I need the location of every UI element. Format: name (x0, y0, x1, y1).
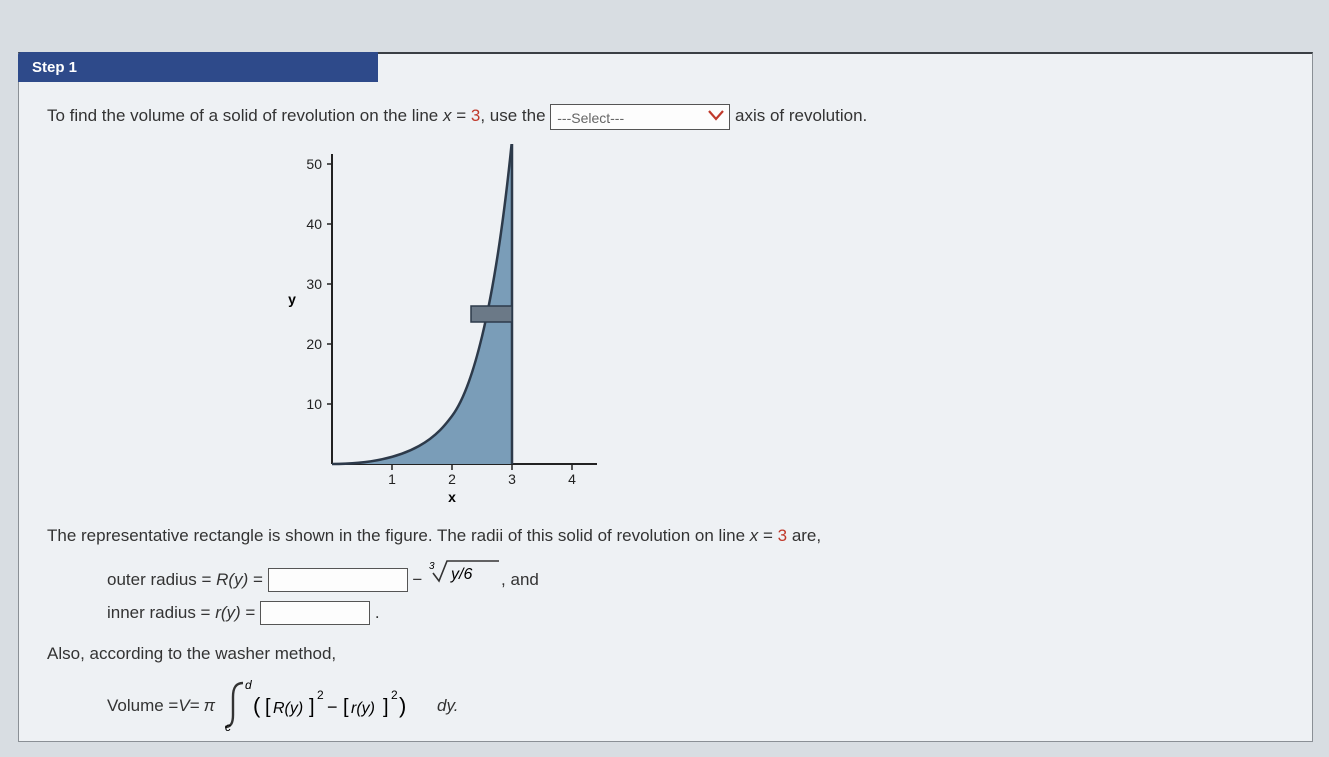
intro-mid: , use the (480, 106, 550, 125)
svg-text:2: 2 (317, 688, 324, 702)
svg-text:−: − (327, 697, 338, 717)
ytick-10: 10 (306, 396, 322, 412)
inner-label: inner radius = (107, 603, 215, 622)
para3-text: Also, according to the washer method, (47, 644, 336, 663)
graph: 10 20 30 40 50 1 2 3 (257, 144, 627, 504)
outer-radius-input[interactable] (268, 568, 408, 592)
intro-eq: = (451, 106, 470, 125)
para2-b: are, (787, 526, 821, 545)
outer-label: outer radius = (107, 570, 216, 589)
inner-ry: r(y) (215, 603, 240, 622)
outer-after: − (412, 570, 427, 589)
step-label: Step 1 (32, 59, 77, 76)
outer-eq: = (253, 570, 268, 589)
shaded-region (332, 144, 512, 464)
inner-radius-line: inner radius = r(y) = . (107, 599, 1284, 626)
int-upper: d (245, 678, 252, 692)
inner-eq: = (245, 603, 260, 622)
f-Ry: R(y) (273, 700, 303, 717)
para2-eq: = (758, 526, 777, 545)
intro-xval: 3 (471, 106, 480, 125)
f-lead: Volume = (107, 692, 178, 719)
para2-xvar: x (750, 526, 759, 545)
inner-radius-input[interactable] (260, 601, 370, 625)
select-placeholder: ---Select--- (557, 110, 624, 126)
radii-paragraph: The representative rectangle is shown in… (47, 522, 1284, 549)
svg-text:3: 3 (429, 561, 435, 572)
svg-text:): ) (399, 693, 406, 718)
intro-suffix: axis of revolution. (735, 106, 867, 125)
axis-select[interactable]: ---Select--- (550, 104, 730, 130)
volume-formula: Volume = V = π d c ( [ R(y) ] 2 − [ r(y)… (107, 677, 1284, 733)
step-panel: To find the volume of a solid of revolut… (18, 52, 1313, 742)
svg-text:[: [ (265, 696, 271, 718)
step-tab: Step 1 (18, 52, 378, 82)
xtick-1: 1 (388, 471, 396, 487)
xtick-2: 3 (508, 471, 516, 487)
outer-Ry: R(y) (216, 570, 248, 589)
int-lower: c (225, 720, 231, 733)
svg-text:[: [ (343, 696, 349, 718)
outer-radius-line: outer radius = R(y) = − 3 y/6 , and (107, 559, 1284, 593)
sqrt-inner: y/6 (450, 566, 472, 583)
ytick-30: 30 (306, 276, 322, 292)
y-axis-label: y (288, 291, 296, 307)
intro-prefix: To find the volume of a solid of revolut… (47, 106, 443, 125)
f-eq: = (190, 692, 200, 719)
chevron-down-icon (707, 107, 725, 123)
inner-after: . (375, 603, 380, 622)
washer-para: Also, according to the washer method, (47, 640, 1284, 667)
rep-rectangle (471, 306, 512, 322)
para2-xval: 3 (778, 526, 787, 545)
ytick-50: 50 (306, 156, 322, 172)
svg-text:]: ] (309, 696, 315, 718)
f-dy: dy. (437, 692, 458, 719)
ytick-20: 20 (306, 336, 322, 352)
svg-text:(: ( (253, 693, 261, 718)
content-area: To find the volume of a solid of revolut… (19, 54, 1312, 753)
svg-text:]: ] (383, 696, 389, 718)
intro-line: To find the volume of a solid of revolut… (47, 102, 1284, 130)
ytick-40: 40 (306, 216, 322, 232)
outer-after2: , and (501, 570, 539, 589)
cbrt-expr: 3 y/6 (427, 559, 501, 585)
xtick-4: 4 (568, 471, 576, 487)
para2-a: The representative rectangle is shown in… (47, 526, 750, 545)
integral-expr: d c ( [ R(y) ] 2 − [ r(y) ] 2 ) (223, 677, 433, 733)
f-pi: π (204, 692, 215, 719)
f-V: V (178, 692, 189, 719)
f-ry: r(y) (351, 700, 375, 717)
x-axis-label: x (448, 489, 456, 504)
svg-text:2: 2 (391, 688, 398, 702)
xtick-2: 2 (448, 471, 456, 487)
